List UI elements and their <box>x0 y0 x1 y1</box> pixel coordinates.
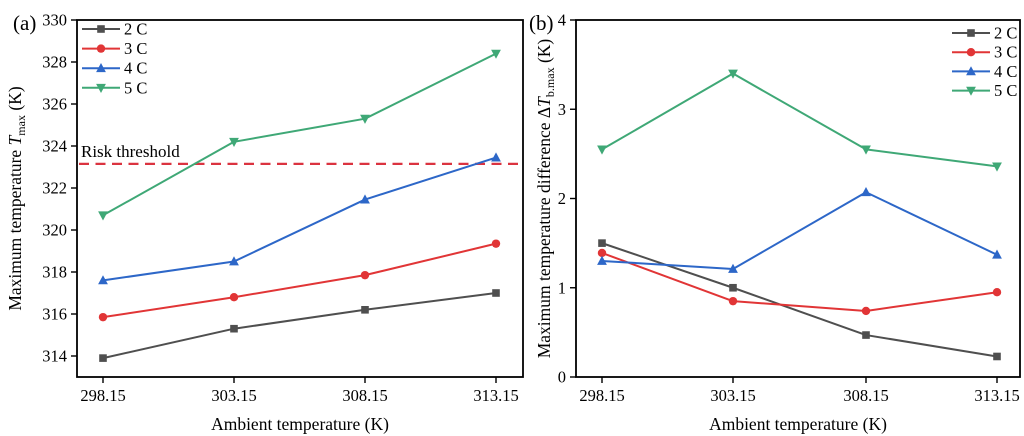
y-tick-label: 328 <box>42 53 67 72</box>
marker-circle <box>966 48 976 57</box>
legend-item-2C: 2 C <box>952 24 1017 43</box>
marker-triangle-up <box>728 263 738 273</box>
y-tick-label: 322 <box>42 179 67 198</box>
marker-triangle-up <box>966 66 976 76</box>
x-tick-label: 303.15 <box>710 386 755 405</box>
marker-square <box>361 306 369 314</box>
x-tick-label: 308.15 <box>342 386 387 405</box>
y-tick-label: 326 <box>42 95 67 114</box>
marker-triangle-up <box>861 187 871 197</box>
panel-b: 0 1 2 3 4 298.15 303.15 308.15 313.15 Ambient tem… <box>529 11 1021 434</box>
x-tick-label: 308.15 <box>843 386 888 405</box>
risk-threshold-label: Risk threshold <box>81 142 180 161</box>
marker-square <box>967 29 975 37</box>
legend-item-3C: 3 C <box>952 43 1017 62</box>
y-axis-title: Maximum temperature difference ΔTb.max (… <box>534 39 557 359</box>
x-tick-label: 298.15 <box>80 386 125 405</box>
marker-triangle-down <box>96 83 106 93</box>
marker-triangle-up <box>992 249 1002 259</box>
marker-square <box>99 354 107 362</box>
legend-item-4C: 4 C <box>82 59 147 78</box>
marker-circle <box>229 293 239 302</box>
marker-triangle-up <box>491 152 501 162</box>
legend-label: 2 C <box>124 20 147 39</box>
marker-circle <box>728 296 738 306</box>
series-line-5C <box>601 72 998 168</box>
marker-square <box>230 324 238 333</box>
legend-label: 3 C <box>124 39 147 58</box>
x-tick-label: 313.15 <box>974 386 1019 405</box>
axes-frame <box>76 19 524 378</box>
legend-label: 5 C <box>124 78 147 97</box>
marker-triangle-up <box>597 255 607 265</box>
legend-item-5C: 5 C <box>952 81 1017 100</box>
legend-item-3C: 3 C <box>82 39 147 58</box>
x-tick-label: 298.15 <box>579 386 624 405</box>
x-axis-title: Ambient temperature (K) <box>709 414 887 434</box>
y-axis-title: Maximum temperature Tmax (K) <box>5 86 28 310</box>
y-tick-label: 4 <box>558 11 566 30</box>
marker-triangle-down <box>98 211 108 221</box>
panel-label: (b) <box>529 11 554 35</box>
marker-triangle-up <box>229 256 239 266</box>
x-axis-title: Ambient temperature (K) <box>211 414 389 434</box>
x-tick-label: 303.15 <box>211 386 256 405</box>
legend-label: 5 C <box>994 81 1017 100</box>
y-tick-label: 3 <box>558 100 566 119</box>
x-tick-label: 313.15 <box>473 386 518 405</box>
y-tick-label: 0 <box>558 368 566 387</box>
axes-frame <box>575 19 1021 378</box>
legend-item-2C: 2 C <box>82 20 147 39</box>
y-tick-label: 314 <box>42 347 67 366</box>
marker-circle <box>861 306 871 316</box>
series-line-3C <box>102 242 497 319</box>
y-tick-label: 324 <box>42 137 67 156</box>
series-line-5C <box>102 52 497 217</box>
marker-triangle-up <box>98 275 108 285</box>
legend-label: 2 C <box>994 24 1017 43</box>
marker-square <box>97 25 105 33</box>
marker-triangle-down <box>728 69 738 79</box>
series-line-3C <box>601 252 998 312</box>
marker-triangle-down <box>491 49 501 59</box>
marker-circle <box>96 44 106 53</box>
legend-label: 4 C <box>994 62 1017 81</box>
y-tick-label: 316 <box>42 305 67 324</box>
y-tick-label: 1 <box>558 278 566 297</box>
y-tick-label: 330 <box>42 11 67 30</box>
y-tick-label: 320 <box>42 221 67 240</box>
marker-triangle-down <box>360 114 370 124</box>
marker-triangle-up <box>96 63 106 73</box>
series-line-4C <box>601 191 998 271</box>
marker-square <box>993 352 1001 361</box>
marker-square <box>598 239 606 247</box>
marker-square <box>862 331 870 339</box>
marker-circle <box>98 312 108 322</box>
marker-triangle-down <box>966 86 976 96</box>
marker-triangle-down <box>861 145 871 155</box>
legend-label: 4 C <box>124 59 147 78</box>
y-tick-label: 318 <box>42 263 67 282</box>
marker-circle <box>360 270 370 280</box>
marker-triangle-down <box>992 162 1002 172</box>
marker-circle <box>597 248 607 258</box>
marker-triangle-down <box>229 137 239 147</box>
marker-circle <box>992 288 1002 297</box>
marker-square <box>492 289 500 297</box>
legend-label: 3 C <box>994 43 1017 62</box>
panel-a: 314 316 318 320 322 324 326 328 330 298.15 303.15 3… <box>5 11 524 434</box>
y-tick-label: 2 <box>558 189 566 208</box>
series-line-4C <box>102 156 497 282</box>
panel-label: (a) <box>13 11 36 35</box>
marker-triangle-down <box>597 145 607 155</box>
legend-item-4C: 4 C <box>952 62 1017 81</box>
series-line-2C <box>102 292 497 360</box>
legend-item-5C: 5 C <box>82 78 147 97</box>
marker-square <box>729 283 737 292</box>
marker-triangle-up <box>360 194 370 204</box>
marker-circle <box>491 239 501 248</box>
